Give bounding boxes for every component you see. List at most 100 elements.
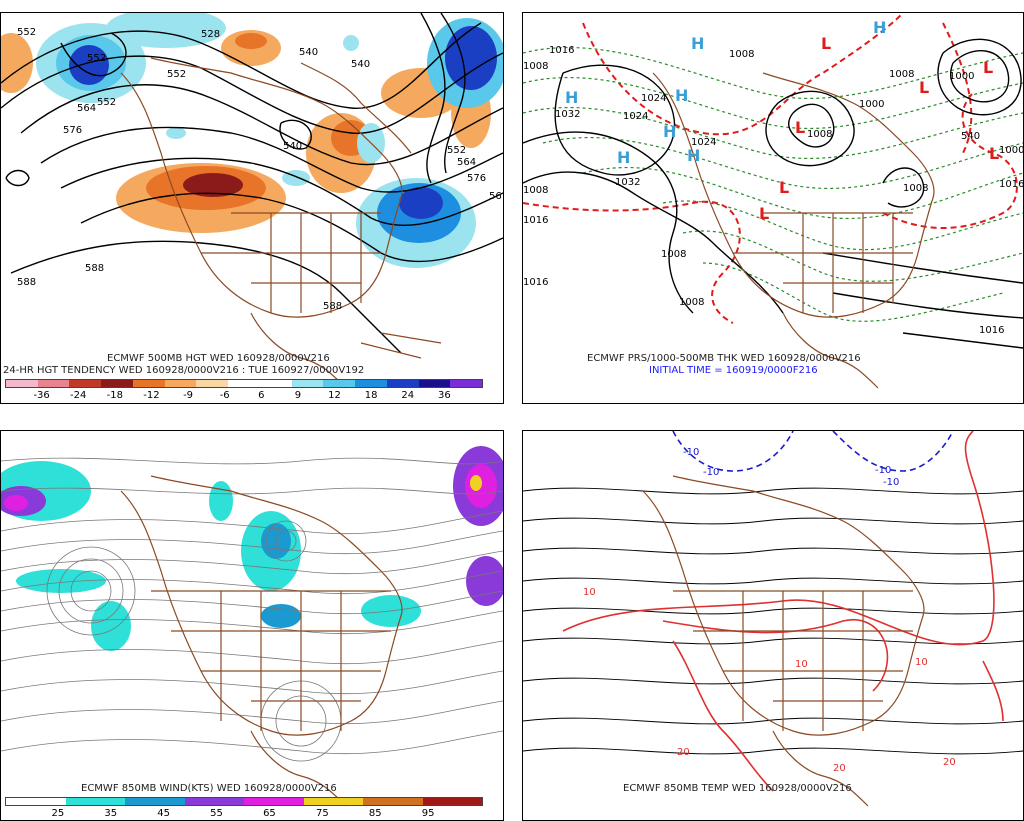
temp-contours-red	[562, 431, 1004, 792]
tendency-swatch	[259, 380, 292, 387]
svg-text:-10: -10	[883, 477, 899, 488]
svg-text:L: L	[983, 58, 993, 77]
svg-text:1008: 1008	[523, 61, 548, 72]
svg-text:1032: 1032	[555, 109, 580, 120]
map-850mb-wind	[1, 446, 503, 807]
tendency-swatch	[37, 380, 70, 387]
panel-850mb-wind: ECMWF 850MB WIND(KTS) WED 160928/0000V21…	[0, 430, 504, 821]
tendency-tick-label: -12	[143, 390, 160, 401]
svg-text:540: 540	[299, 47, 318, 58]
panel-subtitle: 24-HR HGT TENDENCY WED 160928/0000V216 :…	[3, 365, 365, 376]
svg-text:-10: -10	[875, 465, 891, 476]
wind-tick-label: 35	[104, 808, 118, 819]
svg-text:1016: 1016	[979, 325, 1004, 336]
wind-tick-label: 45	[157, 808, 171, 819]
tendency-swatch	[132, 380, 165, 387]
panel-title: ECMWF 850MB WIND(KTS) WED 160928/0000V21…	[81, 783, 337, 794]
svg-text:1000: 1000	[859, 99, 884, 110]
tendency-swatch	[164, 380, 197, 387]
map-850mb-temp: -10 -10 10 10 10 20 20 20 -10 -10	[523, 431, 1023, 807]
tendency-colorbar-ticks: -36 -24 -18 -12 -9 -6 6 9 12 18 24 36	[5, 390, 481, 402]
tendency-swatch	[6, 380, 38, 387]
svg-text:528: 528	[201, 29, 220, 40]
svg-text:564: 564	[457, 157, 476, 168]
thickness-contours-red	[523, 13, 1018, 324]
svg-text:540: 540	[961, 131, 980, 142]
svg-text:L: L	[779, 178, 789, 197]
svg-text:H: H	[617, 148, 630, 167]
tendency-tick-label: 36	[438, 390, 451, 401]
tendency-swatch	[69, 380, 102, 387]
svg-text:1008: 1008	[661, 249, 686, 260]
tendency-swatch	[291, 380, 324, 387]
svg-text:576: 576	[63, 125, 82, 136]
wind-colorbar	[5, 797, 483, 806]
wind-swatch	[422, 798, 482, 805]
wind-swatch	[244, 798, 304, 805]
svg-text:540: 540	[283, 141, 302, 152]
panel-title: ECMWF 500MB HGT WED 160928/0000V216	[107, 353, 330, 364]
svg-text:H: H	[675, 86, 688, 105]
svg-text:H: H	[687, 146, 700, 165]
wind-tick-label: 25	[51, 808, 65, 819]
tendency-colorbar	[5, 379, 483, 388]
wind-swatch	[65, 798, 125, 805]
panel-title: ECMWF 850MB TEMP WED 160928/0000V216	[623, 783, 852, 794]
wind-shading	[1, 446, 503, 651]
coastlines	[642, 475, 925, 807]
svg-text:552: 552	[167, 69, 186, 80]
svg-text:H: H	[873, 18, 886, 37]
svg-text:588: 588	[85, 263, 104, 274]
height-contours	[1, 13, 503, 354]
svg-text:564: 564	[77, 103, 96, 114]
wind-swatch	[6, 798, 66, 805]
tendency-swatch	[196, 380, 229, 387]
tendency-tick-label: -24	[70, 390, 87, 401]
svg-text:10: 10	[915, 657, 928, 668]
svg-text:1000: 1000	[949, 71, 974, 82]
tendency-swatch	[418, 380, 451, 387]
svg-text:540: 540	[351, 59, 370, 70]
wind-tick-label: 95	[421, 808, 435, 819]
tendency-tick-label: 6	[258, 390, 265, 401]
svg-text:56: 56	[489, 191, 502, 202]
tendency-swatch	[450, 380, 483, 387]
tendency-shading	[1, 13, 503, 268]
tendency-swatch	[355, 380, 387, 387]
svg-text:20: 20	[677, 747, 690, 758]
tendency-tick-label: 18	[364, 390, 378, 401]
svg-text:552: 552	[447, 145, 466, 156]
temp-contours-blue	[672, 431, 954, 472]
panel-pressure-thickness: H H H H H H H L L L L L L L 1016 1008 10…	[522, 12, 1024, 404]
tendency-tick-label: 9	[294, 390, 302, 401]
wind-colorbar-ticks: 25 35 45 55 65 75 85 95	[5, 808, 481, 820]
svg-text:588: 588	[17, 277, 36, 288]
tendency-tick-label: -9	[183, 390, 194, 401]
tendency-swatch	[323, 380, 356, 387]
svg-text:588: 588	[323, 301, 342, 312]
tendency-swatch	[101, 380, 133, 387]
panel-500mb-height: 552 552 528 540 540 552 576 564 552 564 …	[0, 12, 504, 404]
wind-tick-label: 55	[210, 808, 223, 819]
wind-swatch	[363, 798, 423, 805]
svg-text:552: 552	[97, 97, 116, 108]
svg-text:L: L	[919, 78, 929, 97]
svg-text:552: 552	[87, 53, 106, 64]
coastlines	[120, 57, 442, 389]
svg-text:L: L	[795, 118, 805, 137]
wind-swatch	[184, 798, 244, 805]
tendency-tick-label: 24	[401, 390, 415, 401]
panel-850mb-temp: -10 -10 10 10 10 20 20 20 -10 -10 ECMWF …	[522, 430, 1024, 821]
svg-text:L: L	[821, 34, 831, 53]
tendency-tick-label: -6	[219, 390, 230, 401]
svg-text:1008: 1008	[523, 185, 548, 196]
tendency-tick-label: 12	[328, 390, 341, 401]
svg-text:1008: 1008	[807, 129, 832, 140]
svg-text:1024: 1024	[691, 137, 716, 148]
svg-text:1000: 1000	[999, 145, 1023, 156]
coastlines	[120, 475, 403, 807]
svg-text:1024: 1024	[641, 93, 666, 104]
map-pressure-thickness: H H H H H H H L L L L L L L 1016 1008 10…	[523, 13, 1023, 389]
svg-text:-10: -10	[703, 467, 719, 478]
svg-text:1016: 1016	[999, 179, 1023, 190]
